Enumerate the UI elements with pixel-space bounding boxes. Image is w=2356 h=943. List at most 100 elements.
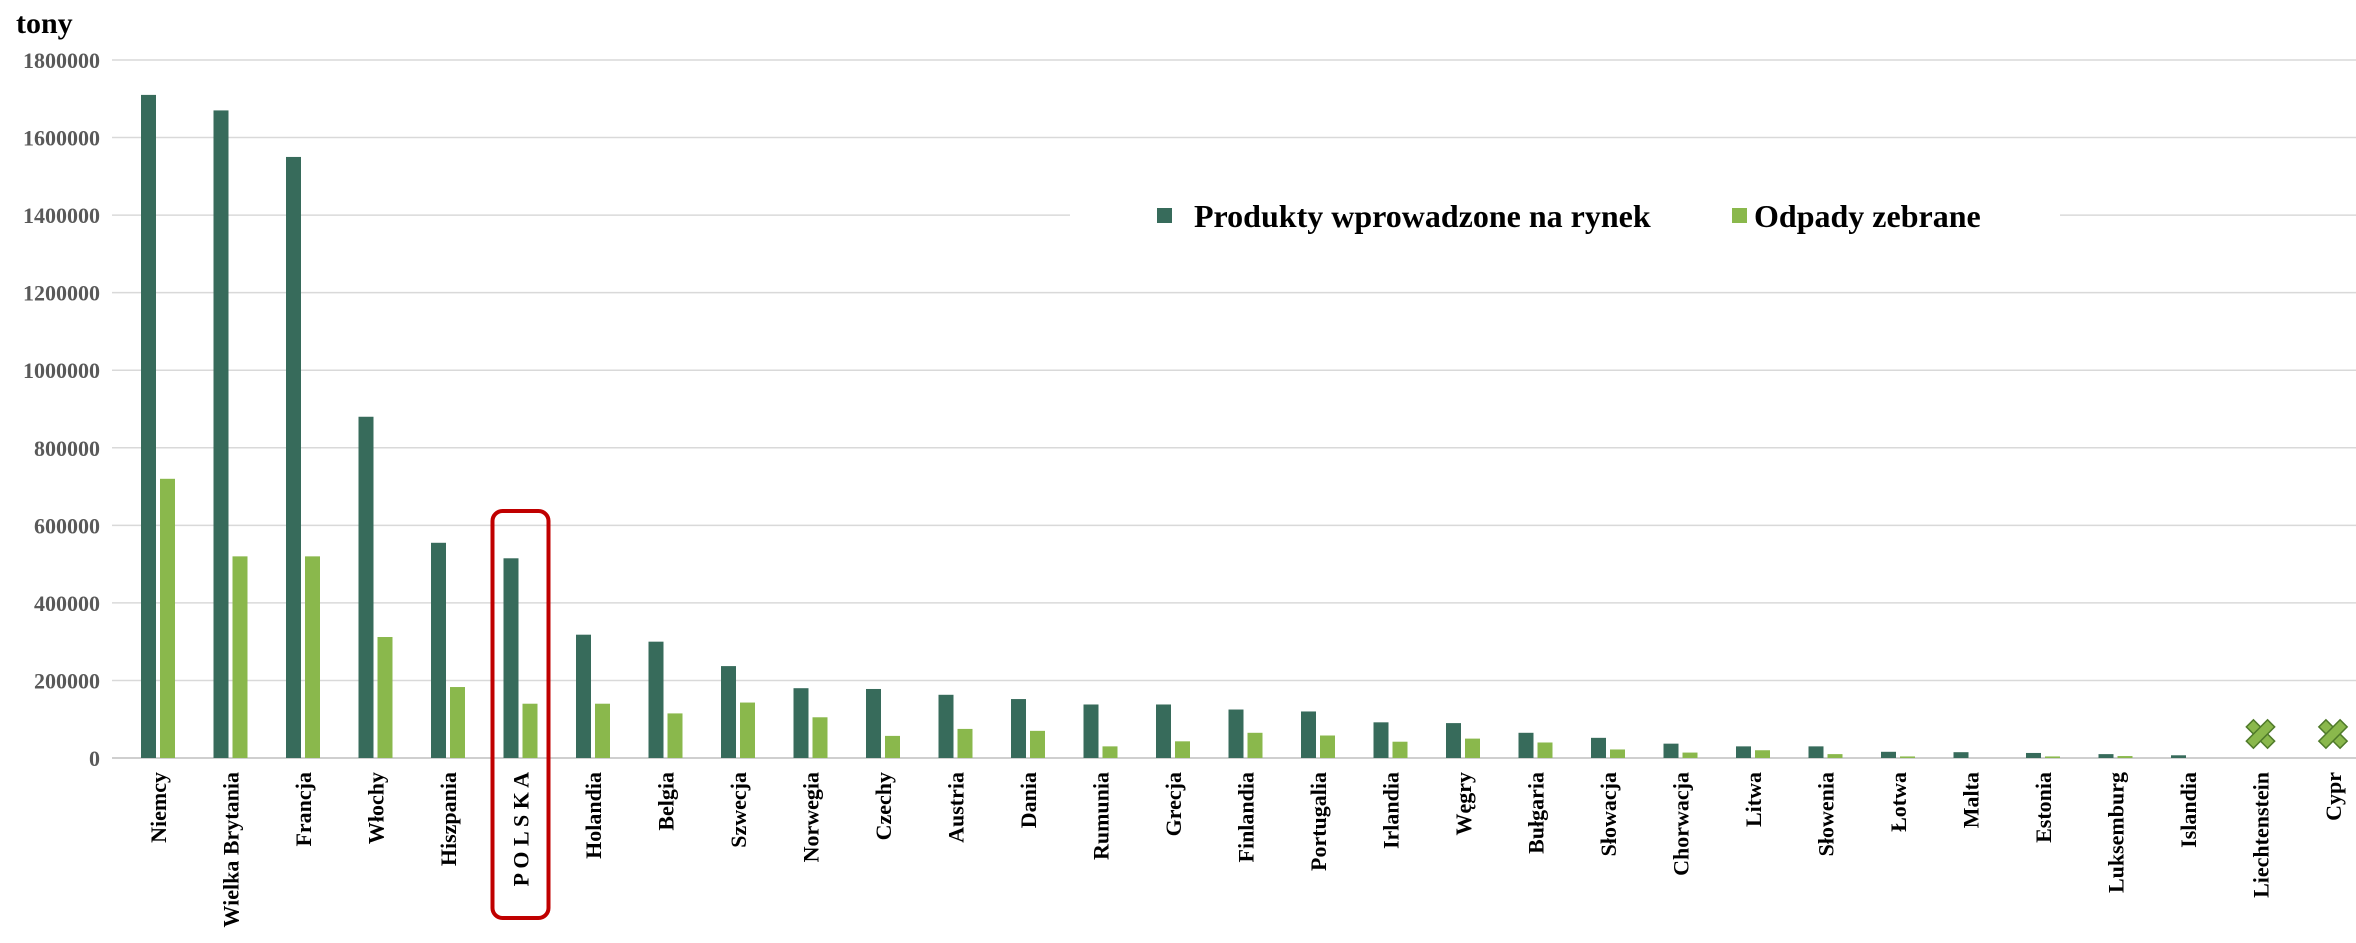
legend-background [1070, 185, 2060, 245]
bar-odpady [1900, 756, 1915, 758]
x-tick-label: Łotwa [1886, 772, 1911, 832]
bar-produkty [1736, 746, 1751, 758]
x-tick-label: Wielka Brytania [219, 772, 244, 927]
legend: Produkty wprowadzone na rynek Odpady zeb… [1070, 185, 2060, 245]
x-tick-label: Norwegia [799, 772, 824, 862]
bar-produkty [793, 688, 809, 758]
bar-odpady [232, 556, 248, 758]
x-tick-label: Finlandia [1234, 772, 1259, 862]
y-tick-label: 800000 [34, 436, 100, 461]
x-tick-label: Chorwacja [1669, 772, 1694, 876]
x-tick-label: P O L S K A [509, 772, 534, 886]
bar-produkty [286, 156, 301, 758]
x-tick-label: Węgry [1451, 772, 1476, 836]
y-tick-label: 1000000 [23, 358, 100, 383]
bar-odpady [1175, 741, 1190, 758]
bar-odpady [2117, 756, 2133, 758]
gridlines [112, 59, 2356, 759]
bar-odpady [812, 717, 828, 758]
bar-odpady [1030, 730, 1045, 758]
x-tick-label: Portugalia [1306, 772, 1331, 871]
highlight-box [490, 509, 551, 920]
bar-produkty [1518, 732, 1534, 758]
bar-produkty [141, 94, 156, 758]
bar-odpady [160, 478, 175, 758]
x-tick-label: Litwa [1741, 772, 1766, 827]
bar-odpady [957, 728, 973, 758]
bar-odpady [1682, 752, 1698, 758]
x-tick-label: Belgia [654, 772, 679, 831]
x-tick-label: Dania [1016, 772, 1041, 828]
x-tick-label: Grecja [1161, 772, 1186, 836]
y-tick-label: 1800000 [23, 48, 100, 73]
bar-produkty [1228, 709, 1244, 758]
legend-swatch-odpady [1732, 208, 1747, 223]
missing-data-x-marker [2245, 718, 2276, 750]
x-tick-label: Słowenia [1814, 772, 1839, 856]
bar-produkty [1083, 704, 1099, 758]
bar-odpady [885, 735, 900, 758]
bar-produkty [721, 666, 736, 758]
x-tick-label: Słowacja [1596, 772, 1621, 856]
bars [141, 94, 2349, 758]
bar-odpady [1537, 742, 1553, 758]
bar-odpady [667, 713, 683, 758]
bar-odpady [1610, 749, 1625, 758]
x-tick-label: Szwecja [726, 772, 751, 848]
bar-produkty [1301, 711, 1316, 758]
x-tick-label: Austria [944, 772, 969, 843]
x-tick-label: Estonia [2031, 772, 2056, 843]
y-tick-label: 200000 [34, 668, 100, 693]
x-tick-label: Cypr [2321, 772, 2346, 821]
bar-odpady [1827, 754, 1843, 758]
bar-odpady [595, 703, 610, 758]
x-tick-label: Niemcy [146, 772, 171, 843]
x-tick-label: Bułgaria [1524, 772, 1549, 854]
bar-produkty [358, 416, 374, 758]
bar-odpady [305, 556, 320, 758]
bar-odpady [1465, 738, 1480, 758]
bar-produkty [1591, 737, 1606, 758]
bar-odpady [1102, 746, 1118, 758]
x-tick-label: Liechtenstein [2249, 772, 2274, 898]
bar-produkty [1373, 722, 1389, 758]
bar-produkty [2026, 752, 2041, 758]
legend-label-odpady: Odpady zebrane [1754, 198, 1981, 234]
bar-produkty [938, 694, 954, 758]
y-tick-label: 1400000 [23, 203, 100, 228]
bar-odpady [2045, 756, 2060, 758]
bar-produkty [576, 634, 591, 758]
bar-produkty [1881, 751, 1896, 758]
bar-odpady [1247, 732, 1263, 758]
bar-produkty [1156, 704, 1171, 758]
x-tick-label: Hiszpania [436, 772, 461, 866]
y-tick-label: 400000 [34, 591, 100, 616]
x-tick-label: Irlandia [1379, 772, 1404, 849]
bar-odpady [1755, 750, 1770, 758]
y-tick-label: 1200000 [23, 281, 100, 306]
legend-label-produkty: Produkty wprowadzone na rynek [1194, 198, 1651, 234]
bar-odpady [450, 687, 465, 758]
bar-produkty [1953, 752, 1969, 758]
bar-produkty [431, 542, 446, 758]
x-tick-label: Malta [1959, 772, 1984, 828]
bar-produkty [2098, 754, 2114, 758]
y-tick-label: 600000 [34, 513, 100, 538]
bar-odpady [377, 637, 393, 758]
bar-produkty [213, 110, 229, 758]
bar-produkty [866, 688, 881, 758]
bar-odpady [1392, 741, 1408, 758]
x-tick-label: Islandia [2176, 772, 2201, 848]
highlight-rectangle [490, 509, 551, 920]
x-tick-label: Francja [291, 772, 316, 847]
bar-odpady [1320, 735, 1335, 758]
bar-produkty [2171, 755, 2186, 758]
bar-produkty [1663, 743, 1679, 758]
bar-odpady [740, 702, 755, 758]
x-tick-label: Czechy [871, 772, 896, 840]
missing-data-x-marker [2317, 718, 2349, 750]
bar-produkty [1808, 746, 1824, 758]
legend-swatch-produkty [1157, 208, 1172, 223]
y-tick-label: 0 [89, 746, 100, 771]
